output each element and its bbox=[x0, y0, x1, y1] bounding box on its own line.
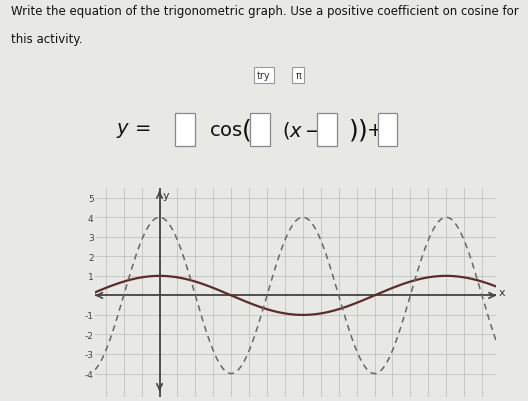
Text: try: try bbox=[257, 71, 271, 81]
Text: $+$: $+$ bbox=[366, 120, 382, 140]
Text: Write the equation of the trigonometric graph. Use a positive coefficient on cos: Write the equation of the trigonometric … bbox=[11, 5, 518, 18]
Text: y: y bbox=[162, 190, 169, 200]
Text: π: π bbox=[295, 71, 301, 81]
Text: $))$: $))$ bbox=[348, 117, 368, 143]
Text: this activity.: this activity. bbox=[11, 32, 82, 45]
Text: $($: $($ bbox=[241, 117, 251, 143]
Text: $y\,=$: $y\,=$ bbox=[116, 120, 152, 140]
Text: $({x}-$: $({x}-$ bbox=[282, 119, 322, 140]
Text: $\mathrm{cos}$: $\mathrm{cos}$ bbox=[209, 120, 242, 140]
Text: x: x bbox=[498, 287, 505, 297]
